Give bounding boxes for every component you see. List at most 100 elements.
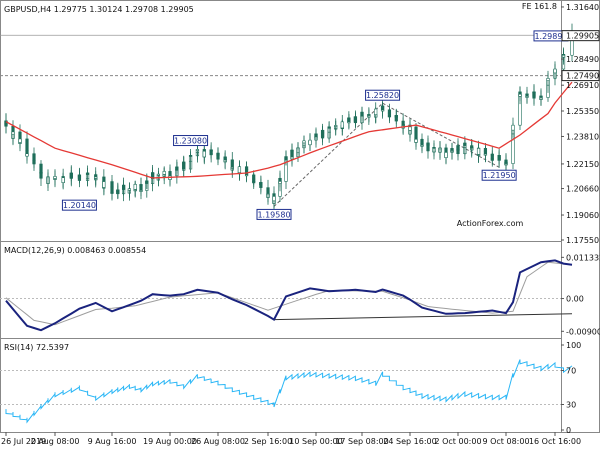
candle-body <box>525 96 529 98</box>
price-header: GBPUSD,H4 1.29775 1.30124 1.29708 1.2990… <box>4 5 194 14</box>
candle-body <box>230 167 234 169</box>
price-label: 1.25820 <box>366 91 399 100</box>
x-tick-label: 17 Sep 08:00 <box>335 437 388 446</box>
x-tick-label: 2 Oct 00:00 <box>434 437 481 446</box>
price-tick-label: 1.26910 <box>566 81 599 90</box>
macd-line <box>5 259 573 332</box>
candle-body <box>334 125 338 127</box>
candle-body <box>353 119 358 124</box>
x-tick-label: 2 Aug 08:00 <box>31 437 80 446</box>
candle-body <box>561 54 566 58</box>
rsi-tick-label: 70 <box>566 367 576 376</box>
candle-body <box>11 131 15 135</box>
rsi-header: RSI(14) 72.5397 <box>4 343 69 352</box>
price-label-box <box>61 199 97 211</box>
rsi-tick-label: 100 <box>566 341 581 350</box>
candle-body <box>4 120 8 127</box>
candle-body <box>360 111 364 117</box>
candle-body <box>463 142 467 146</box>
trendline <box>273 102 500 207</box>
candle-body <box>46 176 50 179</box>
candle-body <box>69 176 73 179</box>
axis-price-label: 1.29905 <box>566 32 599 41</box>
price-label: 1.20140 <box>63 201 96 210</box>
candle-body <box>252 181 256 184</box>
macd-tick-label: 0.011332 <box>566 253 600 262</box>
price-tick-label: 1.20660 <box>566 185 599 194</box>
candle-body <box>347 121 351 124</box>
price-tick-label: 1.25350 <box>566 107 599 116</box>
x-tick-label: 16 Oct 16:00 <box>529 437 581 446</box>
axis-price-box <box>561 30 600 42</box>
price-tick-label: 1.23810 <box>566 132 599 141</box>
candle-body <box>61 177 65 183</box>
axis-price-box <box>561 70 600 82</box>
candle-body <box>32 161 36 165</box>
candle-body <box>175 169 179 171</box>
x-tick-label: 19 Aug 00:00 <box>143 437 197 446</box>
candle-body <box>244 174 249 177</box>
candle-body <box>302 140 306 144</box>
candle-body <box>237 166 242 173</box>
candle-body <box>223 156 227 161</box>
candle-body <box>320 132 325 139</box>
candle-body <box>340 121 344 129</box>
candle-body <box>102 181 106 188</box>
candle-body <box>476 148 481 155</box>
price-tick-label: 1.17550 <box>566 236 599 245</box>
candle-body <box>94 176 98 179</box>
macd-trendline <box>273 313 573 321</box>
candle-body <box>470 146 474 149</box>
price-label-box <box>173 135 209 147</box>
candle-body <box>53 176 57 179</box>
candle-body <box>195 149 200 151</box>
candle-body <box>18 138 22 143</box>
rsi-tick-label: 0 <box>566 426 571 435</box>
candle-body <box>511 124 515 131</box>
candle-body <box>518 93 522 97</box>
price-tick-label: 1.28490 <box>566 55 599 64</box>
candle-body <box>532 92 536 99</box>
candle-body <box>272 196 276 202</box>
candle-body <box>133 184 137 190</box>
x-tick-label: 9 Aug 16:00 <box>88 437 137 446</box>
axis-price-label: 1.27490 <box>566 72 599 81</box>
candle-body <box>308 139 312 146</box>
price-tick-label: 1.31640 <box>566 3 599 12</box>
macd-panel-frame <box>0 241 562 339</box>
candle-body <box>414 138 418 143</box>
candle-body <box>546 78 550 81</box>
candle-body <box>145 182 149 184</box>
rsi-panel-frame <box>0 338 562 433</box>
price-label: 1.29890 <box>534 32 567 41</box>
candle-body <box>432 147 436 149</box>
candle-body <box>77 175 82 181</box>
candle-body <box>278 181 282 184</box>
candle-body <box>122 184 126 190</box>
price-tick-label: 1.22150 <box>566 160 599 169</box>
price-label-box <box>256 208 292 220</box>
price-label: 1.23080 <box>174 137 207 146</box>
x-tick-label: 10 Sep 00:00 <box>289 437 342 446</box>
macd-tick-label: -0.009006 <box>566 327 600 336</box>
candle-body <box>188 155 193 157</box>
candle-body <box>182 163 186 170</box>
candle-body <box>490 158 494 161</box>
candle-body <box>380 109 385 112</box>
candle-body <box>444 152 448 158</box>
watermark: ActionForex.com <box>457 219 524 228</box>
x-tick-label: 26 Jul 2019 <box>1 437 46 446</box>
candle-body <box>553 68 557 74</box>
candle-body <box>426 144 430 152</box>
rsi-tick-label: 30 <box>566 401 576 410</box>
candle-body <box>39 172 43 179</box>
candle-body <box>401 124 405 126</box>
candle-body <box>290 150 294 158</box>
x-tick-label: 24 Sep 16:00 <box>383 437 436 446</box>
x-tick-label: 9 Oct 08:00 <box>482 437 529 446</box>
candle-body <box>456 149 460 155</box>
candle-body <box>156 173 161 176</box>
candle-body <box>259 182 263 188</box>
candle-body <box>116 191 120 195</box>
